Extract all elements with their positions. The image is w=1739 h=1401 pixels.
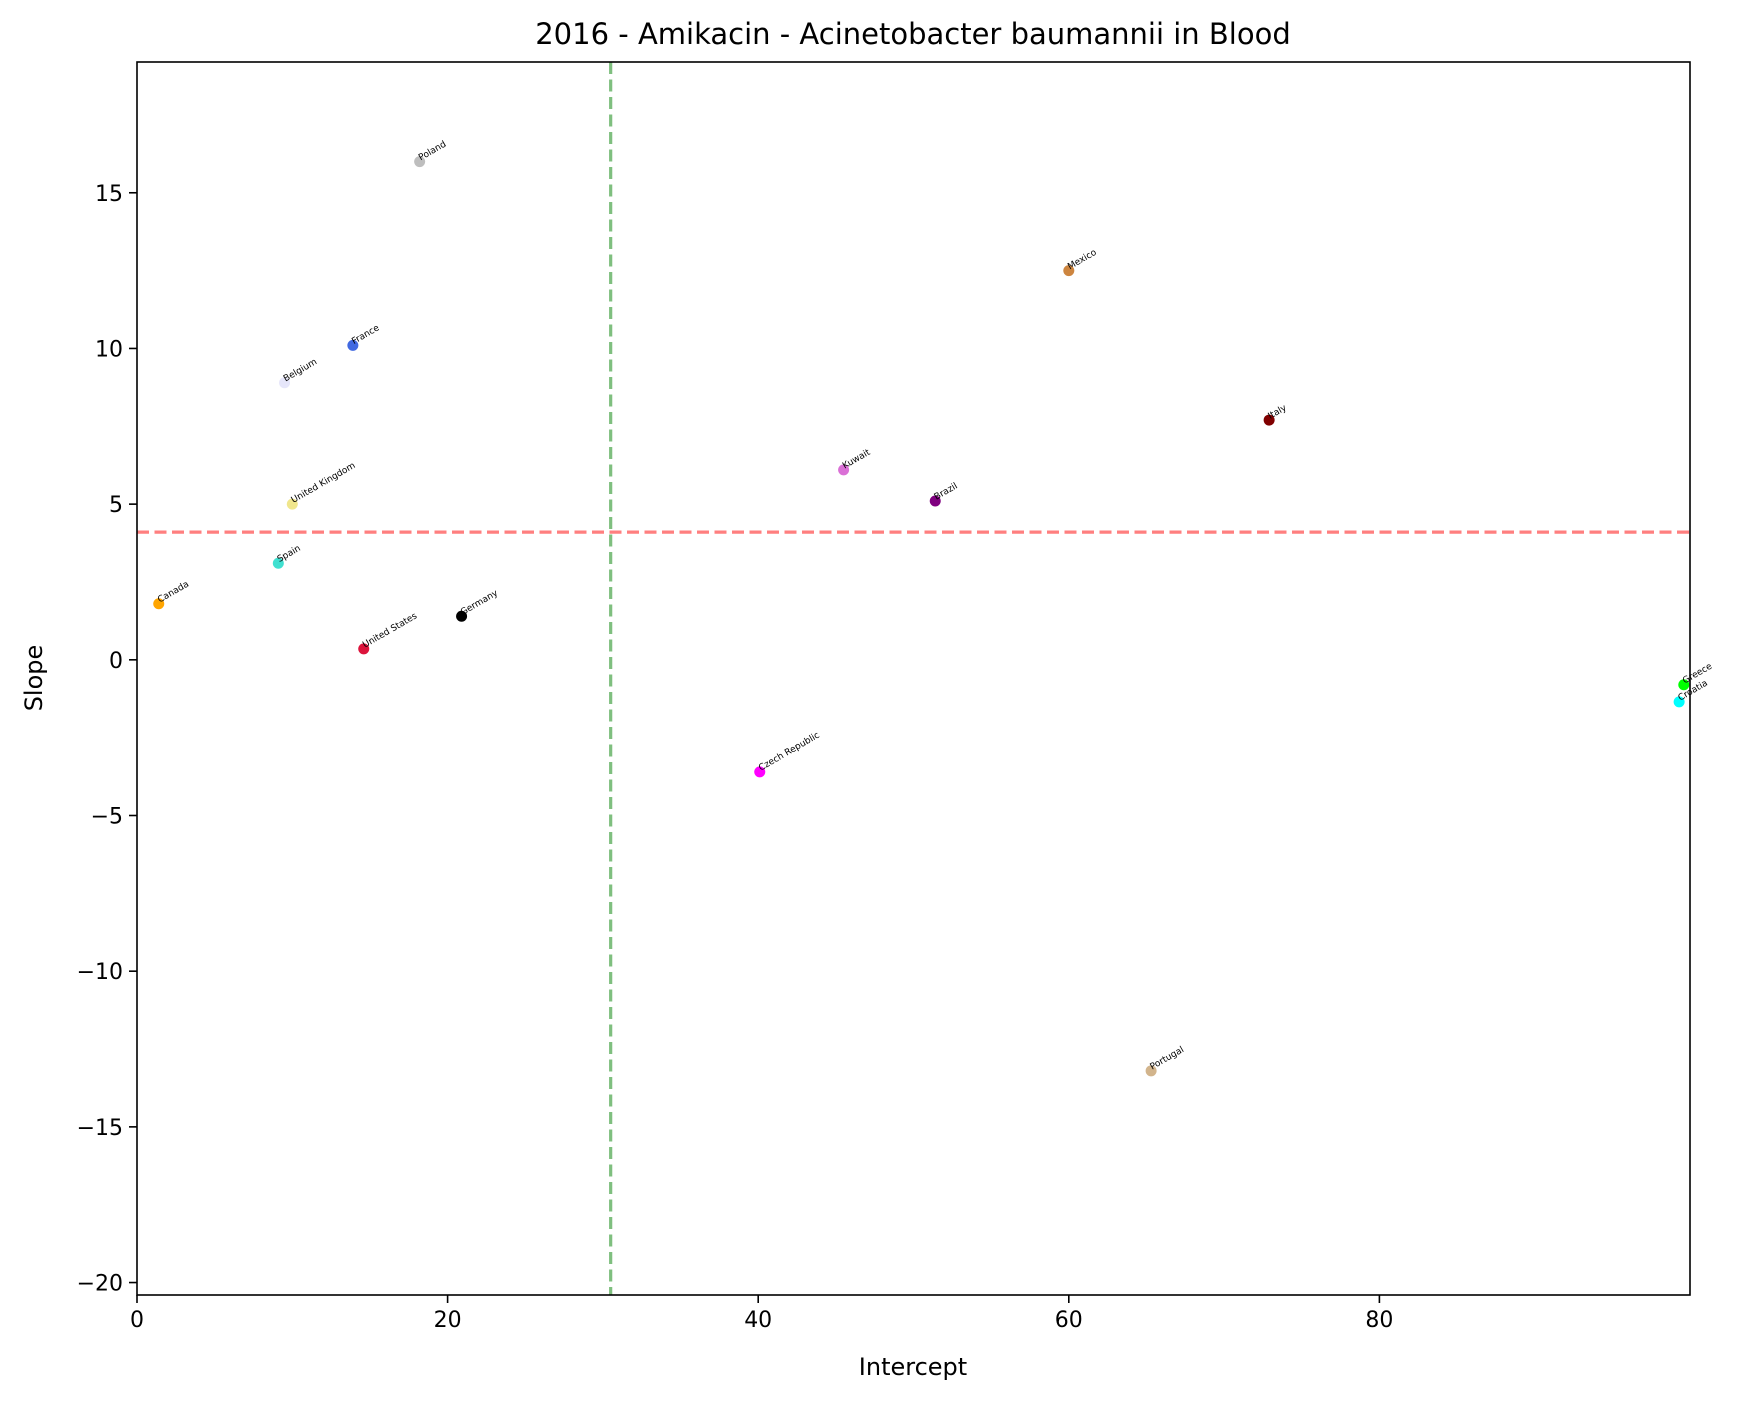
data-point <box>358 643 370 655</box>
data-point <box>279 377 291 389</box>
x-tick-label: 40 <box>744 1308 772 1333</box>
chart-title: 2016 - Amikacin - Acinetobacter baumanni… <box>535 17 1291 51</box>
y-tick-label: 5 <box>109 493 123 518</box>
data-point <box>286 498 298 510</box>
y-tick-label: −20 <box>77 1272 123 1297</box>
plot-frame <box>136 61 1691 1296</box>
data-point <box>153 598 165 610</box>
y-axis: −20 −15 −10 −5 0 5 10 15 <box>77 182 137 1297</box>
y-tick-label: 0 <box>109 649 123 674</box>
y-tick-label: −5 <box>91 805 123 830</box>
x-tick-label: 60 <box>1055 1308 1083 1333</box>
x-axis: 0 20 40 60 80 <box>130 1295 1393 1333</box>
x-tick-label: 20 <box>434 1308 462 1333</box>
data-point <box>456 610 468 622</box>
data-point <box>1678 679 1690 691</box>
data-point <box>1673 696 1685 708</box>
data-point <box>838 464 850 476</box>
y-tick-label: 15 <box>95 182 123 207</box>
data-point <box>929 495 941 507</box>
data-points <box>153 156 1690 1077</box>
data-point <box>754 766 766 778</box>
y-tick-label: 10 <box>95 337 123 362</box>
reference-lines <box>137 62 1690 1295</box>
data-point <box>1145 1065 1157 1077</box>
y-tick-label: −10 <box>77 960 123 985</box>
x-axis-label: Intercept <box>859 1353 967 1381</box>
y-axis-label: Slope <box>20 645 48 712</box>
data-point <box>347 339 359 351</box>
data-point <box>1063 265 1075 277</box>
data-point <box>414 156 426 168</box>
data-point <box>272 557 284 569</box>
y-tick-label: −15 <box>77 1116 123 1141</box>
x-tick-label: 0 <box>130 1308 144 1333</box>
x-tick-label: 80 <box>1365 1308 1393 1333</box>
data-point <box>1263 414 1275 426</box>
